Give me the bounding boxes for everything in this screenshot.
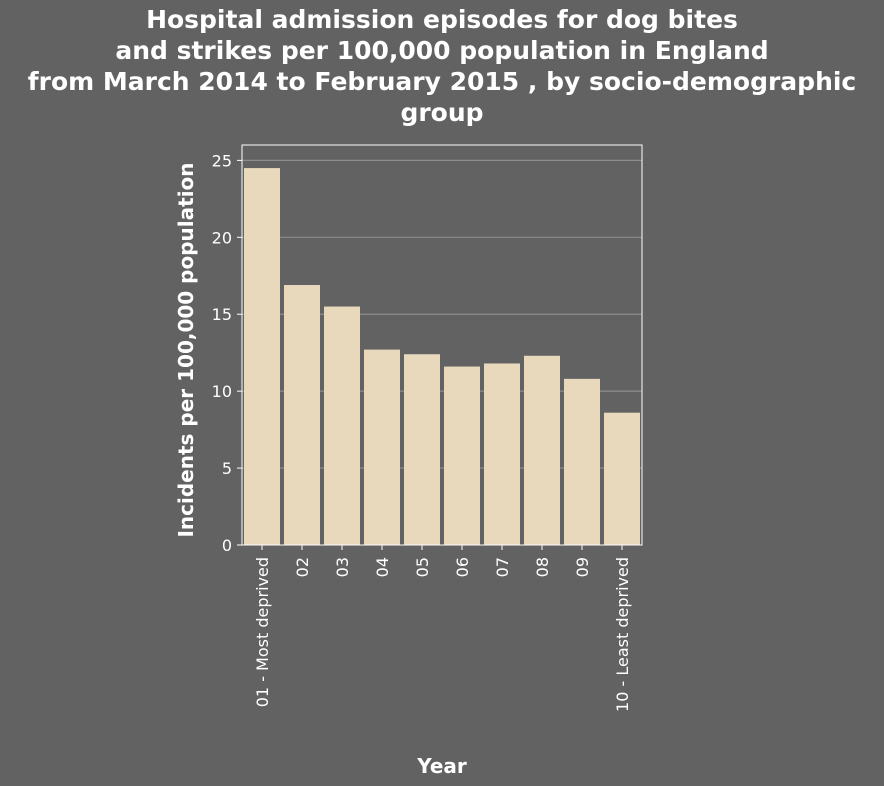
bar <box>484 363 520 545</box>
y-tick-label: 10 <box>212 382 232 401</box>
bar <box>324 306 360 545</box>
bar <box>284 285 320 545</box>
y-tick-label: 0 <box>222 536 232 555</box>
bar <box>444 366 480 545</box>
bar <box>364 349 400 545</box>
x-tick-label: 06 <box>453 557 472 577</box>
y-axis-label: Incidents per 100,000 population <box>174 162 198 537</box>
bar <box>244 168 280 546</box>
axes <box>237 144 643 550</box>
bar <box>564 378 600 545</box>
y-tick-label: 20 <box>212 228 232 247</box>
plot-frame <box>241 144 643 546</box>
x-tick-label: 10 - Least deprived <box>613 557 632 712</box>
x-tick-label: 05 <box>413 557 432 577</box>
y-tick-label: 25 <box>212 151 232 170</box>
x-tick-label: 02 <box>293 557 312 577</box>
x-tick-label: 07 <box>493 557 512 577</box>
x-tick-label: 03 <box>333 557 352 577</box>
bar <box>404 354 440 545</box>
chart-title: Hospital admission episodes for dog bite… <box>27 5 857 127</box>
x-tick-label: 04 <box>373 557 392 577</box>
bar <box>604 412 640 545</box>
bar <box>524 355 560 545</box>
y-tick-label: 5 <box>222 459 232 478</box>
x-tick-label: 09 <box>573 557 592 577</box>
x-tick-label: 08 <box>533 557 552 577</box>
x-axis-label: Year <box>416 754 467 778</box>
bars <box>244 168 640 546</box>
x-tick-label: 01 - Most deprived <box>253 557 272 707</box>
y-tick-label: 15 <box>212 305 232 324</box>
